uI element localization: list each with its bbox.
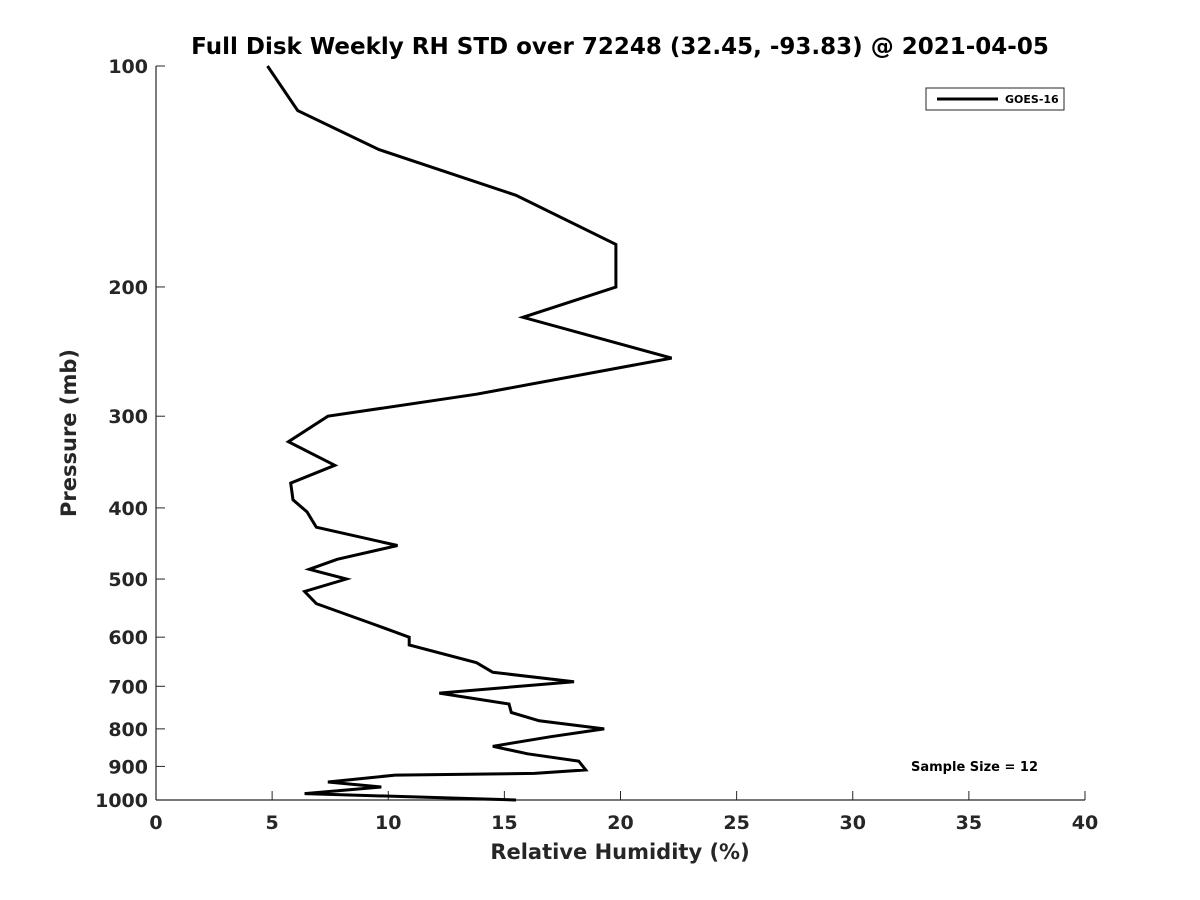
- y-tick-label: 300: [108, 406, 148, 428]
- plot-axes: [155, 66, 1085, 801]
- x-tick-label: 30: [840, 812, 866, 834]
- legend: GOES-16: [925, 87, 1065, 111]
- chart-title: Full Disk Weekly RH STD over 72248 (32.4…: [191, 34, 1049, 60]
- legend-entry-goes-16: GOES-16: [1005, 93, 1059, 106]
- y-tick-label: 600: [108, 627, 148, 649]
- y-tick-label: 500: [108, 569, 148, 591]
- y-tick-label: 200: [108, 277, 148, 299]
- y-tick-label: 100: [108, 56, 148, 78]
- y-tick-label: 900: [108, 756, 148, 778]
- x-tick-label: 25: [723, 812, 749, 834]
- series-layer: [266, 65, 672, 802]
- y-tick-label: 700: [108, 676, 148, 698]
- y-tick-label: 800: [108, 719, 148, 741]
- x-tick-label: 40: [1072, 812, 1098, 834]
- y-tick-label: 400: [108, 498, 148, 520]
- x-tick-label: 15: [491, 812, 517, 834]
- x-tick-label: 10: [375, 812, 401, 834]
- x-axis-label: Relative Humidity (%): [490, 840, 749, 864]
- x-axis-ticks: 0 5 10 15 20 25 30 35 40: [149, 791, 1098, 834]
- x-tick-label: 0: [149, 812, 162, 834]
- x-tick-label: 20: [607, 812, 633, 834]
- x-tick-label: 5: [266, 812, 279, 834]
- y-axis-label: Pressure (mb): [57, 349, 81, 517]
- x-tick-label: 35: [956, 812, 982, 834]
- y-axis-ticks: 100 200 300 400 500 600 700 800 900 1000: [95, 56, 165, 812]
- sample-size-annotation: Sample Size = 12: [911, 760, 1038, 775]
- series-line-goes-16: [266, 65, 672, 802]
- y-tick-label: 1000: [95, 790, 148, 812]
